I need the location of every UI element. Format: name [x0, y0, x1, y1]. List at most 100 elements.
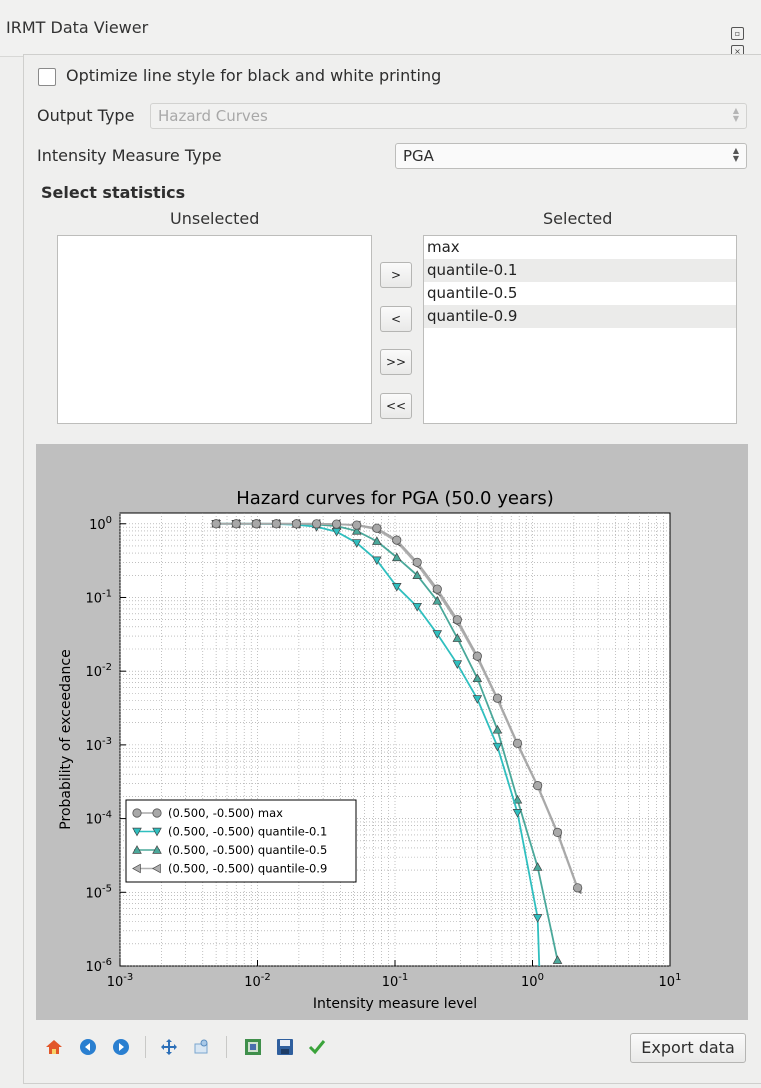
remove-all-button[interactable]: << — [380, 393, 412, 419]
list-item[interactable]: quantile-0.9 — [424, 305, 736, 328]
home-icon[interactable] — [45, 1038, 63, 1056]
select-statistics-title: Select statistics — [41, 183, 186, 202]
data-point — [231, 519, 241, 529]
data-point — [372, 523, 382, 533]
output-type-value: Hazard Curves — [158, 107, 268, 125]
bw-printing-checkbox[interactable] — [38, 68, 56, 86]
hazard-curve-chart: Hazard curves for PGA (50.0 years)10-3 10… — [58, 488, 682, 1012]
y-tick-label: 100 — [89, 515, 112, 533]
x-tick-label: 10-1 — [382, 972, 409, 990]
back-icon[interactable] — [79, 1038, 97, 1056]
legend-marker — [132, 845, 142, 854]
data-point — [573, 883, 583, 893]
imt-label: Intensity Measure Type — [37, 146, 222, 165]
data-point — [472, 673, 483, 683]
data-point — [492, 742, 503, 752]
data-point — [211, 519, 221, 529]
data-point — [412, 570, 422, 579]
legend-marker — [152, 863, 161, 874]
y-tick-label: 10-1 — [85, 588, 112, 606]
data-point — [251, 519, 261, 529]
legend-marker — [132, 827, 142, 837]
output-type-label: Output Type — [37, 106, 135, 125]
float-window-icon[interactable]: ▫ — [731, 27, 744, 40]
legend-entry: (0.500, -0.500) max — [168, 806, 283, 820]
forward-icon[interactable] — [112, 1038, 130, 1056]
imt-value: PGA — [403, 147, 434, 165]
data-point — [392, 535, 402, 545]
y-tick-label: 10-3 — [85, 736, 112, 754]
data-point — [271, 519, 281, 529]
zoom-icon[interactable] — [192, 1038, 210, 1056]
add-selected-button[interactable]: > — [380, 262, 412, 288]
x-tick-label: 101 — [659, 972, 682, 990]
unselected-header: Unselected — [170, 209, 260, 228]
data-point — [391, 552, 402, 562]
list-item[interactable]: max — [427, 238, 460, 256]
axes-frame — [119, 512, 671, 967]
imt-select[interactable]: PGA ▲ ▼ — [395, 143, 747, 169]
configure-subplots-icon[interactable] — [244, 1038, 262, 1056]
data-point — [472, 695, 483, 704]
y-tick-label: 10-2 — [85, 662, 112, 680]
check-icon[interactable] — [308, 1038, 326, 1056]
data-point — [533, 781, 543, 791]
data-point — [372, 556, 382, 566]
x-tick-label: 100 — [521, 972, 544, 990]
list-item[interactable]: quantile-0.5 — [427, 284, 518, 302]
data-point — [372, 536, 382, 545]
data-point — [412, 557, 422, 567]
data-point — [291, 519, 302, 529]
selected-header: Selected — [543, 209, 613, 228]
legend-marker — [152, 827, 162, 837]
data-point — [472, 651, 482, 661]
list-item[interactable]: quantile-0.1 — [424, 259, 736, 282]
data-point — [351, 525, 362, 535]
data-point — [432, 630, 443, 639]
toolbar-separator — [226, 1036, 227, 1058]
legend-box — [125, 799, 357, 883]
x-axis-label: Intensity measure level — [313, 996, 477, 1012]
bw-printing-label: Optimize line style for black and white … — [66, 66, 442, 85]
data-point — [432, 595, 443, 605]
x-tick-label: 10-3 — [107, 972, 134, 990]
data-point — [532, 914, 543, 923]
title-bar: IRMT Data Viewer ▫× — [0, 0, 761, 58]
data-point — [552, 955, 563, 964]
selected-list[interactable]: max quantile-0.1 quantile-0.5 quantile-0… — [423, 235, 737, 424]
data-point — [492, 724, 503, 734]
data-point — [532, 862, 543, 871]
window-buttons: ▫× — [731, 22, 761, 58]
legend-marker — [152, 845, 162, 854]
window-title: IRMT Data Viewer — [6, 18, 149, 37]
legend-entry: (0.500, -0.500) quantile-0.1 — [168, 825, 327, 839]
data-point — [432, 584, 442, 594]
data-point — [352, 520, 362, 530]
y-tick-label: 10-6 — [85, 957, 112, 975]
data-point — [492, 693, 503, 703]
chart-title: Hazard curves for PGA (50.0 years) — [236, 488, 554, 509]
save-icon[interactable] — [276, 1038, 294, 1056]
pan-icon[interactable] — [160, 1038, 178, 1056]
data-point — [512, 738, 523, 748]
data-point — [391, 582, 402, 592]
y-tick-label: 10-5 — [85, 883, 112, 901]
x-tick-label: 10-2 — [244, 972, 271, 990]
data-point — [351, 539, 362, 548]
legend-marker — [132, 808, 142, 818]
data-point — [331, 519, 342, 529]
data-point — [311, 519, 322, 529]
add-all-button[interactable]: >> — [380, 349, 412, 375]
remove-selected-button[interactable]: < — [380, 306, 412, 332]
legend-marker — [152, 808, 162, 818]
spin-arrows-icon: ▲ ▼ — [732, 106, 740, 123]
data-point — [412, 602, 422, 612]
export-data-button[interactable]: Export data — [630, 1033, 746, 1063]
plot-canvas[interactable]: Hazard curves for PGA (50.0 years) 10-3 10… — [36, 444, 748, 1020]
data-point — [552, 827, 563, 837]
unselected-list[interactable] — [57, 235, 372, 424]
data-point — [452, 633, 463, 642]
output-type-select[interactable]: Hazard Curves ▲ ▼ — [150, 103, 747, 129]
legend-marker — [132, 863, 141, 874]
y-axis-label: Probability of exceedance — [58, 649, 74, 829]
